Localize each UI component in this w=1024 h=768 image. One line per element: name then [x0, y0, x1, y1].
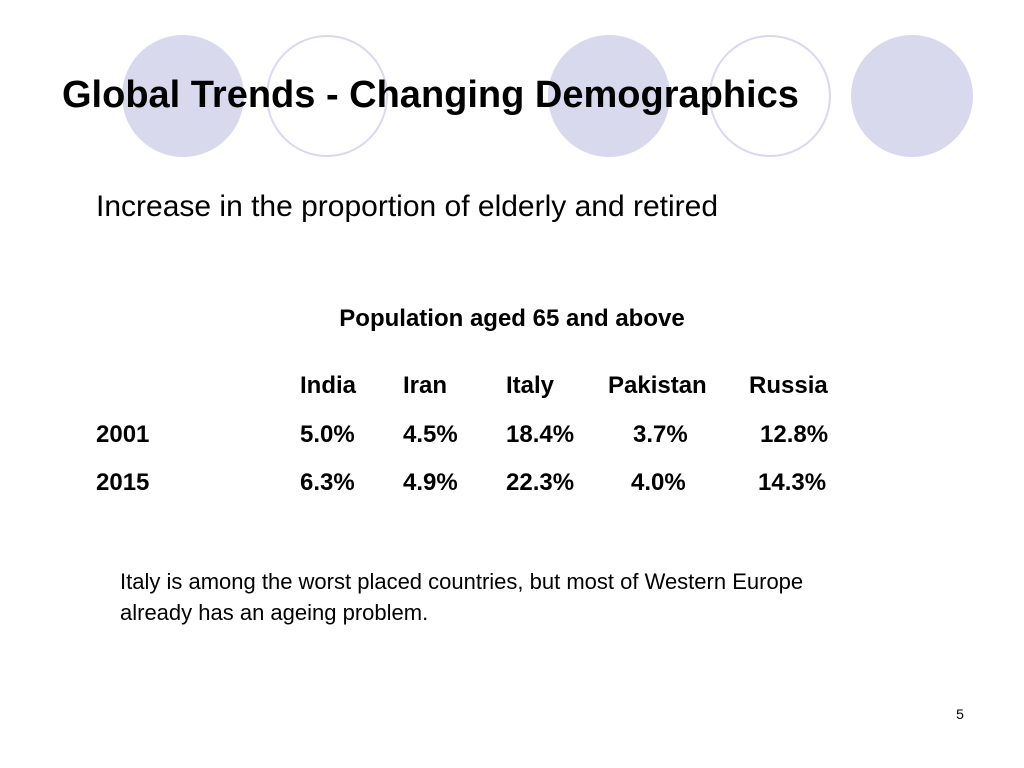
- column-header-pakistan: Pakistan: [608, 372, 707, 399]
- row-year-2015: 2015: [96, 469, 150, 496]
- cell-2001-india: 5.0%: [300, 421, 355, 448]
- decorative-circle-5: [851, 35, 973, 157]
- decorative-circle-4: [709, 35, 831, 157]
- cell-2001-iran: 4.5%: [403, 421, 458, 448]
- cell-2015-russia: 14.3%: [758, 469, 827, 496]
- column-header-india: India: [300, 372, 357, 399]
- column-header-italy: Italy: [506, 372, 555, 399]
- cell-2001-russia: 12.8%: [760, 421, 829, 448]
- slide-subtitle: Increase in the proportion of elderly an…: [96, 190, 719, 223]
- table-title: Population aged 65 and above: [339, 305, 685, 332]
- cell-2015-italy: 22.3%: [506, 469, 575, 496]
- cell-2001-italy: 18.4%: [506, 421, 575, 448]
- decorative-circle-2: [266, 35, 388, 157]
- decorative-circle-1: [122, 35, 244, 157]
- column-header-russia: Russia: [749, 372, 828, 399]
- cell-2015-pakistan: 4.0%: [631, 469, 686, 496]
- cell-2001-pakistan: 3.7%: [633, 421, 688, 448]
- cell-2015-iran: 4.9%: [403, 469, 458, 496]
- page-number: 5: [956, 706, 964, 722]
- column-header-iran: Iran: [403, 372, 448, 399]
- row-year-2001: 2001: [96, 421, 150, 448]
- slide-title: Global Trends - Changing Demographics: [62, 74, 799, 116]
- cell-2015-india: 6.3%: [300, 469, 355, 496]
- decorative-circle-3: [548, 35, 670, 157]
- slide-note: Italy is among the worst placed countrie…: [120, 569, 804, 625]
